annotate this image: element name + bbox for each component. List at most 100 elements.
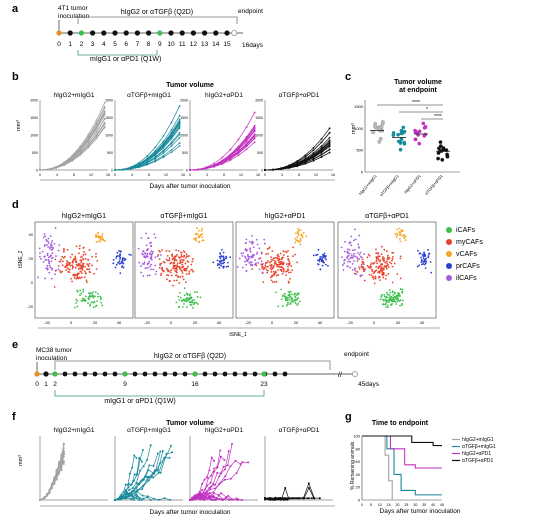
e-timeline-marker bbox=[34, 371, 40, 377]
cell-point bbox=[315, 254, 318, 257]
endpoint-dot bbox=[231, 29, 238, 36]
cell-point bbox=[251, 234, 253, 237]
cell-point bbox=[196, 227, 198, 230]
cell-point bbox=[380, 253, 383, 256]
cell-point bbox=[382, 271, 385, 274]
cell-point bbox=[262, 268, 265, 271]
cell-point bbox=[91, 255, 94, 258]
timeline-day-label: 13 bbox=[201, 41, 209, 48]
tumor-point bbox=[170, 151, 173, 153]
panel-c-title-line1: Tumor volume bbox=[394, 79, 442, 86]
x-tick-label: 4 bbox=[131, 173, 133, 177]
cell-point bbox=[76, 299, 79, 302]
cell-point bbox=[227, 261, 229, 264]
cell-point bbox=[189, 303, 192, 306]
panel-f-group-title: hIgG2+αPD1 bbox=[205, 427, 243, 434]
cell-point bbox=[182, 302, 185, 305]
tumor-point bbox=[312, 149, 315, 152]
cell-point bbox=[185, 306, 188, 308]
cell-point bbox=[87, 302, 89, 304]
cell-point bbox=[67, 261, 69, 264]
cell-point bbox=[320, 259, 323, 262]
cell-point bbox=[119, 258, 121, 260]
tumor-point bbox=[218, 483, 221, 486]
cell-point bbox=[196, 295, 199, 298]
cell-point bbox=[173, 261, 175, 264]
cell-point bbox=[76, 273, 78, 276]
tsne-frame bbox=[134, 221, 234, 319]
cell-point bbox=[273, 281, 276, 283]
cell-point bbox=[59, 270, 62, 272]
cell-point bbox=[50, 257, 53, 260]
cell-point bbox=[422, 255, 425, 258]
cell-point bbox=[49, 235, 52, 238]
endpoint-volume-point bbox=[378, 136, 383, 141]
cell-point bbox=[293, 293, 296, 296]
cell-point bbox=[379, 269, 382, 272]
tumor-point bbox=[245, 148, 248, 151]
cell-point bbox=[83, 298, 85, 300]
cell-point bbox=[150, 244, 152, 247]
tumor-point bbox=[328, 127, 331, 130]
cell-point bbox=[356, 257, 359, 260]
cell-point bbox=[245, 238, 248, 241]
cell-point bbox=[375, 265, 378, 268]
cell-point bbox=[272, 270, 275, 273]
tumor-point bbox=[264, 498, 266, 501]
cell-point bbox=[62, 256, 65, 259]
cell-point bbox=[351, 256, 354, 259]
cell-point bbox=[69, 264, 72, 267]
cell-point bbox=[294, 237, 297, 240]
cell-point bbox=[393, 296, 396, 298]
tumor-point bbox=[103, 102, 106, 104]
tumor-point bbox=[312, 159, 315, 162]
cell-point bbox=[399, 299, 402, 302]
cell-point bbox=[42, 261, 45, 263]
endpoint-volume-point bbox=[396, 139, 401, 144]
cell-point bbox=[225, 257, 228, 259]
tumor-point bbox=[146, 161, 149, 164]
cell-point bbox=[358, 267, 361, 270]
y-tick-label: 500 bbox=[182, 151, 188, 155]
cell-point bbox=[270, 256, 272, 259]
cell-point bbox=[53, 242, 56, 245]
legend-label: iCAFs bbox=[456, 227, 476, 234]
cell-point bbox=[116, 251, 119, 254]
cell-point bbox=[276, 265, 279, 268]
cell-point bbox=[96, 300, 98, 302]
cell-point bbox=[161, 249, 163, 251]
cell-point bbox=[188, 297, 191, 300]
tumor-point bbox=[153, 469, 156, 472]
tumor-point bbox=[189, 169, 191, 171]
cell-point bbox=[38, 247, 41, 250]
cell-point bbox=[238, 257, 241, 260]
tumor-growth-line bbox=[189, 136, 255, 171]
tumor-point bbox=[229, 148, 232, 151]
cell-point bbox=[387, 273, 390, 275]
cell-point bbox=[323, 261, 325, 264]
cell-point bbox=[299, 243, 302, 246]
cell-point bbox=[286, 270, 289, 272]
endpoint-volume-point bbox=[423, 125, 428, 130]
cell-point bbox=[360, 265, 363, 268]
cell-point bbox=[277, 274, 280, 276]
timeline-day-label: 14 bbox=[212, 41, 220, 48]
cell-point bbox=[284, 270, 287, 273]
tumor-point bbox=[279, 496, 282, 499]
cell-point bbox=[94, 295, 96, 298]
panel-d-plots: hIgG2+mIgG1-20 0 20 40-2002040αTGFβ+mIgG1-2… bbox=[27, 213, 437, 325]
cell-point bbox=[152, 268, 155, 271]
endpoint-volume-point bbox=[380, 120, 385, 124]
cell-point bbox=[287, 296, 290, 299]
cell-point bbox=[185, 253, 188, 256]
cell-point bbox=[171, 258, 174, 260]
tumor-point bbox=[320, 138, 323, 140]
cell-point bbox=[265, 268, 268, 271]
cell-point bbox=[69, 261, 71, 264]
cell-point bbox=[385, 300, 388, 303]
g-x-tick: 30 bbox=[413, 503, 417, 507]
cell-point bbox=[179, 276, 182, 278]
panel-c-ylabel: mm³ bbox=[351, 123, 357, 134]
y-tick-label: 1000 bbox=[255, 134, 263, 138]
